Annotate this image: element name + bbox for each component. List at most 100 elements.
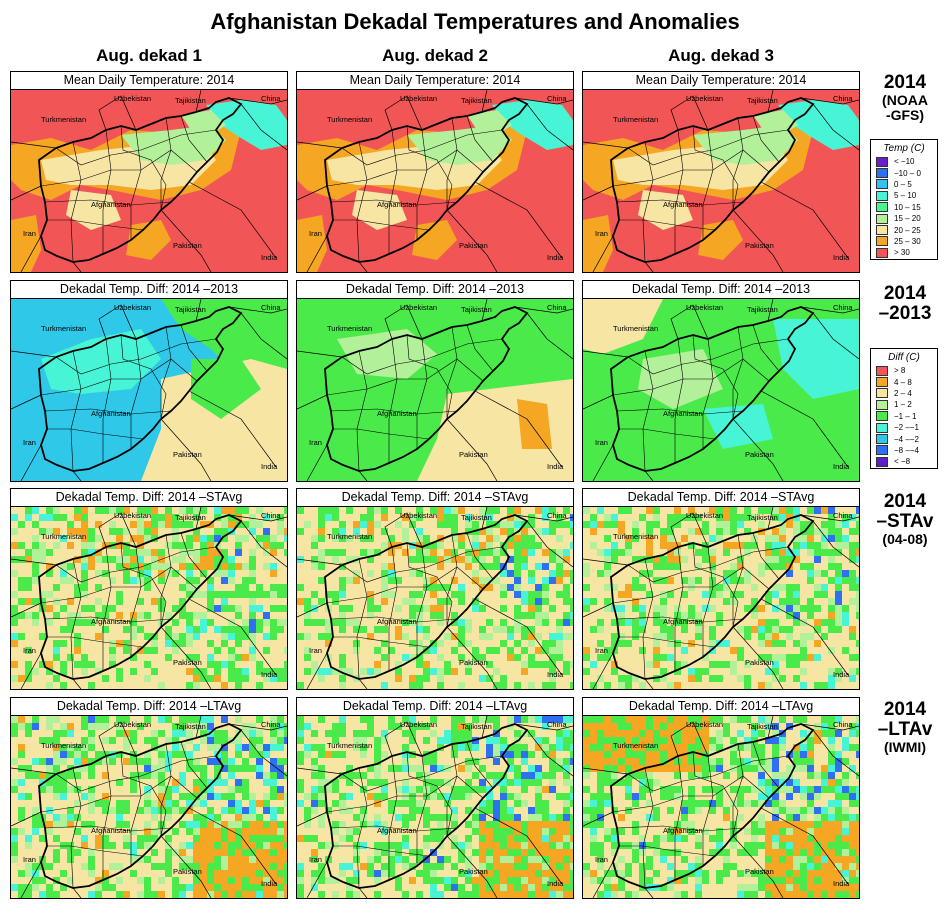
- anomaly-cell: [604, 584, 611, 591]
- anomaly-cell: [346, 828, 353, 835]
- anomaly-cell: [284, 584, 287, 591]
- anomaly-cell: [18, 675, 25, 682]
- anomaly-cell: [74, 640, 81, 647]
- anomaly-cell: [695, 633, 702, 640]
- anomaly-cell: [172, 647, 179, 654]
- anomaly-cell: [249, 744, 256, 751]
- anomaly-cell: [486, 807, 493, 814]
- anomaly-cell: [381, 751, 388, 758]
- anomaly-cell: [416, 661, 423, 668]
- anomaly-cell: [507, 723, 514, 730]
- anomaly-cell: [842, 793, 849, 800]
- anomaly-cell: [472, 884, 479, 891]
- anomaly-cell: [723, 870, 730, 877]
- anomaly-cell: [25, 884, 32, 891]
- anomaly-cell: [60, 514, 67, 521]
- anomaly-cell: [849, 675, 856, 682]
- anomaly-cell: [800, 863, 807, 870]
- anomaly-cell: [221, 856, 228, 863]
- anomaly-cell: [11, 828, 18, 835]
- anomaly-cell: [130, 556, 137, 563]
- anomaly-cell: [828, 521, 835, 528]
- anomaly-cell: [563, 765, 570, 772]
- province-boundary: [674, 755, 684, 880]
- anomaly-cell: [821, 779, 828, 786]
- anomaly-cell: [11, 758, 18, 765]
- anomaly-cell: [242, 668, 249, 675]
- country-border: [384, 95, 423, 131]
- anomaly-cell: [856, 640, 859, 647]
- row-label-main: 2014: [883, 72, 927, 93]
- anomaly-cell: [842, 758, 849, 765]
- anomaly-cell: [123, 807, 130, 814]
- anomaly-cell: [256, 814, 263, 821]
- temperature-zone: [583, 215, 613, 272]
- anomaly-cell: [74, 744, 81, 751]
- anomaly-cell: [172, 737, 179, 744]
- anomaly-cell: [353, 619, 360, 626]
- anomaly-cell: [158, 563, 165, 570]
- anomaly-cell: [814, 507, 821, 514]
- anomaly-cell: [11, 723, 18, 730]
- anomaly-cell: [374, 661, 381, 668]
- anomaly-cell: [374, 793, 381, 800]
- anomaly-cell: [786, 723, 793, 730]
- anomaly-cell: [535, 737, 542, 744]
- country-border: [767, 716, 774, 739]
- anomaly-cell: [193, 633, 200, 640]
- anomaly-cell: [786, 514, 793, 521]
- anomaly-cell: [758, 772, 765, 779]
- anomaly-cell: [304, 723, 311, 730]
- anomaly-cell: [388, 863, 395, 870]
- map-label-turkmenistan: Turkmenistan: [327, 115, 372, 124]
- anomaly-cell: [528, 835, 535, 842]
- anomaly-cell: [388, 577, 395, 584]
- anomaly-cell: [144, 877, 151, 884]
- anomaly-cell: [695, 800, 702, 807]
- anomaly-cell: [570, 856, 573, 863]
- country-border: [240, 312, 287, 360]
- anomaly-cell: [563, 723, 570, 730]
- anomaly-cell: [723, 814, 730, 821]
- anomaly-cell: [807, 786, 814, 793]
- anomaly-cell: [479, 807, 486, 814]
- anomaly-cell: [521, 668, 528, 675]
- country-border: [228, 723, 287, 731]
- anomaly-cell: [660, 849, 667, 856]
- anomaly-cell: [270, 835, 277, 842]
- anomaly-cell: [130, 521, 137, 528]
- anomaly-cell: [144, 647, 151, 654]
- map-label-tajikistan: Tajikistan: [461, 305, 492, 314]
- anomaly-cell: [249, 828, 256, 835]
- country-border: [670, 721, 709, 757]
- anomaly-cell: [256, 521, 263, 528]
- anomaly-cell: [53, 598, 60, 605]
- legend-swatch: [876, 247, 888, 258]
- anomaly-cell: [660, 751, 667, 758]
- anomaly-cell: [249, 821, 256, 828]
- anomaly-cell: [702, 765, 709, 772]
- anomaly-cell: [158, 744, 165, 751]
- anomaly-cell: [528, 682, 535, 689]
- anomaly-cell: [193, 793, 200, 800]
- anomaly-cell: [821, 814, 828, 821]
- province-boundary: [130, 129, 142, 240]
- anomaly-cell: [583, 598, 590, 605]
- anomaly-cell: [60, 661, 67, 668]
- anomaly-cell: [772, 661, 779, 668]
- province-boundary: [70, 767, 82, 889]
- anomaly-cell: [800, 751, 807, 758]
- province-boundary: [120, 334, 167, 420]
- anomaly-cell: [472, 556, 479, 563]
- anomaly-cell: [514, 542, 521, 549]
- anomaly-cell: [765, 828, 772, 835]
- anomaly-cell: [702, 556, 709, 563]
- anomaly-cell: [39, 737, 46, 744]
- anomaly-cell: [639, 849, 646, 856]
- anomaly-cell: [186, 654, 193, 661]
- anomaly-cell: [172, 633, 179, 640]
- anomaly-cell: [263, 751, 270, 758]
- country-border: [481, 507, 488, 530]
- anomaly-cell: [458, 591, 465, 598]
- anomaly-cell: [214, 661, 221, 668]
